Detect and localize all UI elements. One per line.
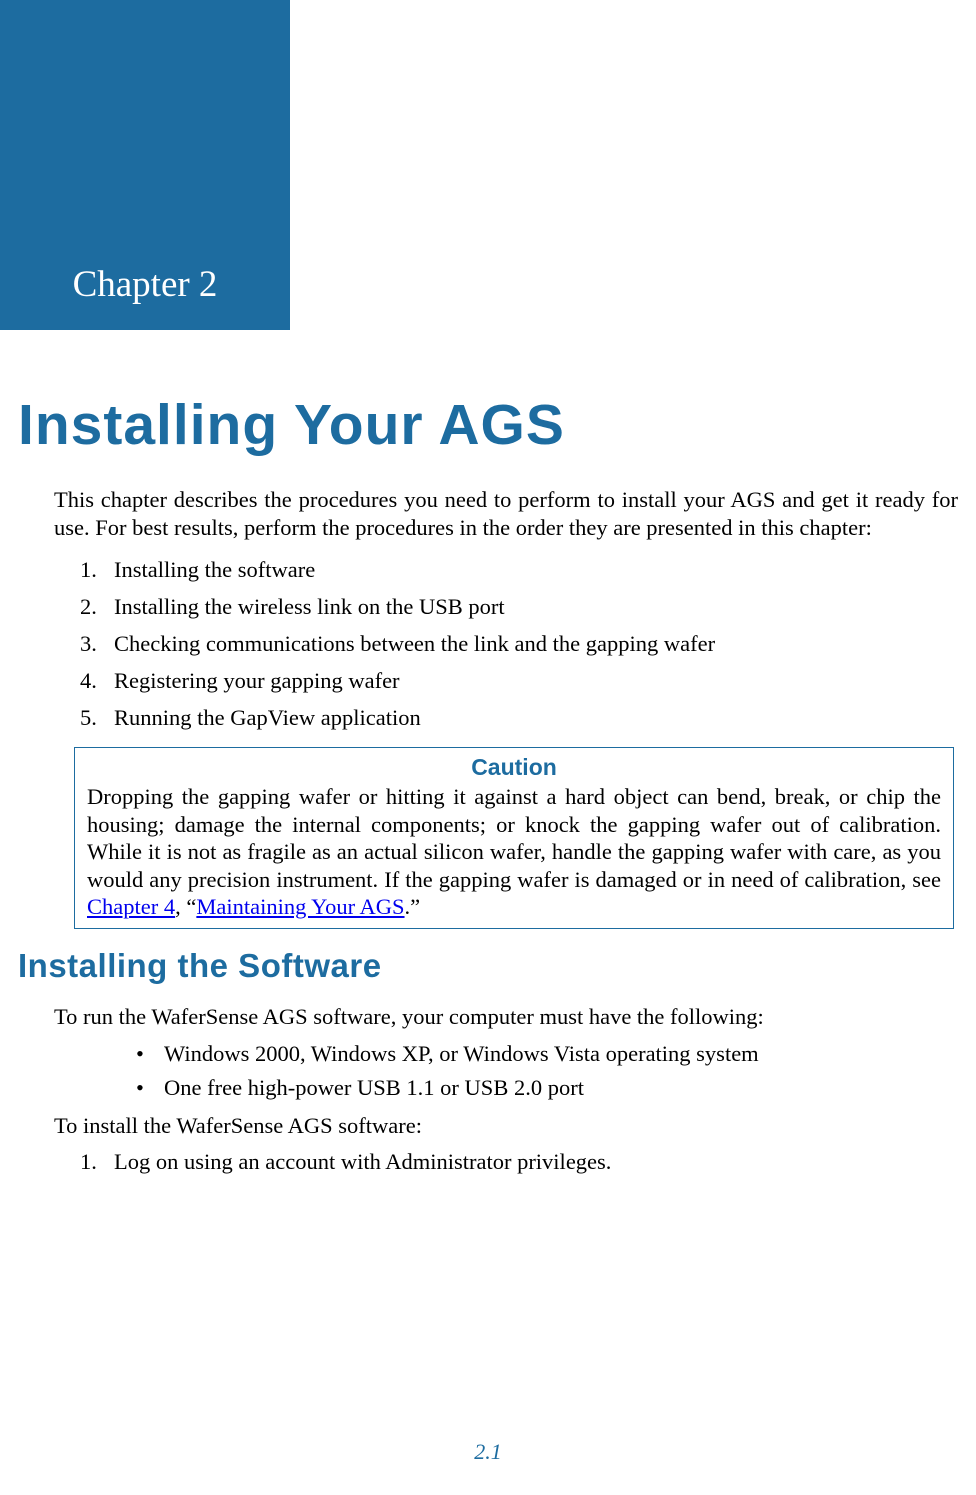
page-content: Installing Your AGS This chapter describ… [18, 392, 958, 1191]
chapter-tab-label: Chapter 2 [73, 263, 218, 306]
intro-paragraph: This chapter describes the procedures yo… [54, 486, 958, 542]
list-number: 5. [80, 704, 114, 731]
list-text: Installing the software [114, 556, 315, 583]
list-text: Running the GapView application [114, 704, 421, 731]
chapter-4-link[interactable]: Chapter 4 [87, 894, 175, 919]
list-item: 5.Running the GapView application [80, 704, 958, 731]
procedure-overview-list: 1.Installing the software 2.Installing t… [80, 556, 958, 731]
list-text: Installing the wireless link on the USB … [114, 593, 505, 620]
list-number: 4. [80, 667, 114, 694]
main-title: Installing Your AGS [18, 392, 958, 458]
list-item: •Windows 2000, Windows XP, or Windows Vi… [136, 1040, 958, 1068]
install-steps-list: 1.Log on using an account with Administr… [80, 1148, 958, 1175]
list-text: Windows 2000, Windows XP, or Windows Vis… [164, 1040, 759, 1068]
bullet-icon: • [136, 1040, 164, 1068]
install-intro: To install the WaferSense AGS software: [54, 1112, 958, 1140]
caution-body: Dropping the gapping wafer or hitting it… [87, 783, 941, 920]
list-item: 2.Installing the wireless link on the US… [80, 593, 958, 620]
caution-box: Caution Dropping the gapping wafer or hi… [74, 747, 954, 929]
page-number: 2.1 [0, 1439, 976, 1465]
list-item: •One free high-power USB 1.1 or USB 2.0 … [136, 1074, 958, 1102]
caution-title: Caution [87, 754, 941, 781]
chapter-tab: Chapter 2 [0, 0, 290, 330]
caution-text-pre: Dropping the gapping wafer or hitting it… [87, 784, 941, 891]
list-item: 3.Checking communications between the li… [80, 630, 958, 657]
list-text: Registering your gapping wafer [114, 667, 400, 694]
maintaining-ags-link[interactable]: Maintaining Your AGS [196, 894, 404, 919]
list-text: Checking communications between the link… [114, 630, 715, 657]
list-item: 1.Installing the software [80, 556, 958, 583]
list-text: Log on using an account with Administrat… [114, 1148, 611, 1175]
list-number: 1. [80, 556, 114, 583]
list-item: 1.Log on using an account with Administr… [80, 1148, 958, 1175]
list-number: 1. [80, 1148, 114, 1175]
caution-text-post: .” [405, 894, 421, 919]
requirements-intro: To run the WaferSense AGS software, your… [54, 1003, 958, 1031]
list-text: One free high-power USB 1.1 or USB 2.0 p… [164, 1074, 584, 1102]
list-item: 4.Registering your gapping wafer [80, 667, 958, 694]
section-title-installing-software: Installing the Software [18, 947, 958, 985]
requirements-list: •Windows 2000, Windows XP, or Windows Vi… [136, 1040, 958, 1102]
bullet-icon: • [136, 1074, 164, 1102]
list-number: 3. [80, 630, 114, 657]
list-number: 2. [80, 593, 114, 620]
caution-text-mid: , “ [175, 894, 196, 919]
